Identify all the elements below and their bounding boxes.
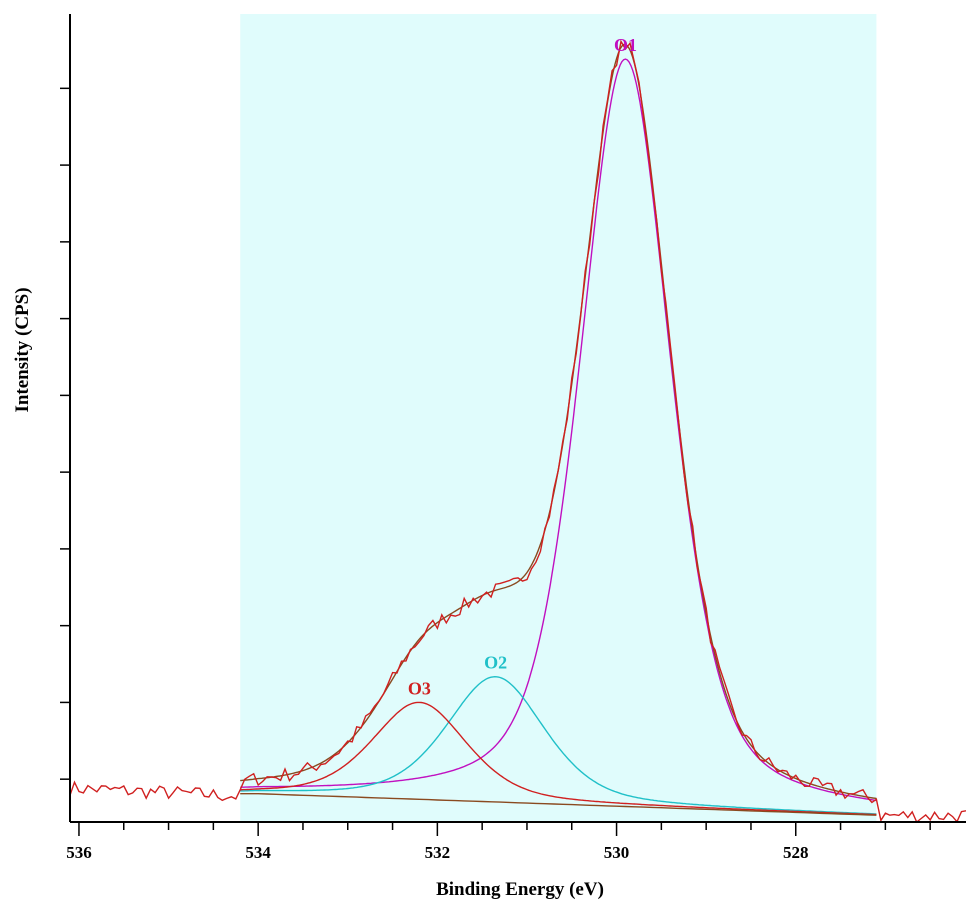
raw-spectrum-line: [69, 39, 966, 824]
peak-o2-curve: [240, 675, 877, 815]
x-tick-label: 532: [425, 843, 451, 862]
peak-o1-curve: [240, 58, 877, 802]
x-axis-title: Binding Energy (eV): [436, 879, 604, 900]
axes-group: [69, 14, 966, 823]
peak-label-o1: O1: [614, 35, 637, 55]
y-axis-title: Intensity (CPS): [12, 287, 33, 412]
fit-region: [240, 14, 877, 822]
background-line: [240, 793, 877, 816]
x-tick-label: 534: [245, 843, 271, 862]
peak-labels-group: O1 O2 O3: [408, 35, 637, 698]
peak-label-o2: O2: [484, 653, 507, 673]
y-ticks-group: [60, 87, 70, 780]
peak-label-o3: O3: [408, 678, 431, 698]
curves-group: [69, 39, 966, 824]
x-tick-label: 528: [783, 843, 809, 862]
x-tick-label: 536: [66, 843, 92, 862]
x-ticks-group: 536 534 532 530 528: [66, 822, 931, 862]
peak-o3-curve: [240, 701, 877, 816]
x-tick-label: 530: [604, 843, 630, 862]
